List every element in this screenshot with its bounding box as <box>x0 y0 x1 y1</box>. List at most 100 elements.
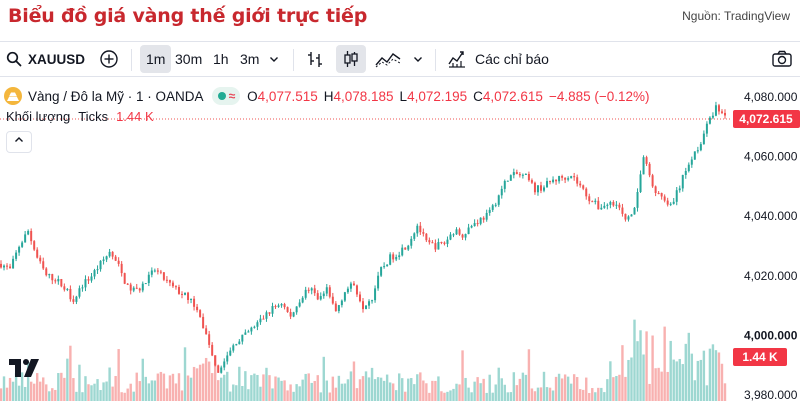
candle-body <box>476 223 479 225</box>
volume-bar <box>385 374 389 401</box>
timeframe-30m[interactable]: 30m <box>175 51 203 67</box>
volume-bar <box>506 392 509 401</box>
candle-body <box>479 217 482 224</box>
screenshot-button[interactable] <box>771 42 793 76</box>
toolbar-divider <box>131 49 132 71</box>
indicators-button[interactable]: Các chỉ báo <box>447 42 549 76</box>
candle-body <box>651 175 654 187</box>
volume-bar <box>325 380 328 401</box>
volume-bar <box>651 335 654 401</box>
candle-body <box>33 241 36 250</box>
camera-icon <box>771 49 793 69</box>
candle-body <box>564 177 567 180</box>
volume-bar <box>693 380 697 401</box>
volume-bar <box>277 377 280 401</box>
volume-bar <box>717 352 721 401</box>
volume-bar <box>388 382 392 401</box>
chart-style-menu-button[interactable] <box>412 42 424 76</box>
volume-bar <box>425 383 428 401</box>
candle-body <box>506 180 509 182</box>
candle-body <box>310 288 313 291</box>
candle-body <box>358 294 361 302</box>
candle-body <box>193 298 196 307</box>
candle-body <box>129 284 132 291</box>
volume-bar <box>174 383 178 401</box>
timeframe-menu-button[interactable] <box>268 42 280 76</box>
volume-bar <box>144 376 147 401</box>
candle-body <box>660 193 663 197</box>
candle-body <box>108 251 111 257</box>
candle-body <box>591 201 594 203</box>
candle-body <box>226 355 229 362</box>
volume-bar <box>687 332 690 401</box>
candle-body <box>488 209 491 213</box>
candle-body <box>600 207 603 210</box>
candle-body <box>250 327 253 332</box>
collapse-legend-button[interactable] <box>6 131 32 153</box>
source-credit[interactable]: Nguồn: TradingView <box>682 9 790 23</box>
candle-body <box>72 299 75 302</box>
candle-body <box>0 263 2 268</box>
volume-type: Ticks <box>78 109 109 124</box>
volume-bar <box>195 368 199 401</box>
candle-body <box>509 175 512 181</box>
volume-bar <box>443 392 446 401</box>
volume-bar <box>250 375 253 401</box>
symbol-search-button[interactable]: XAUUSD <box>6 42 85 76</box>
volume-bar <box>39 381 42 401</box>
candle-body <box>485 212 488 220</box>
volume-bar <box>0 388 3 401</box>
candle-body <box>383 266 386 268</box>
area-style-button[interactable] <box>375 42 401 76</box>
candle-body <box>588 196 591 202</box>
candle-body <box>585 188 588 197</box>
timeframe-1m[interactable]: 1m <box>140 45 172 73</box>
volume-bar <box>292 391 295 401</box>
volume-bar <box>648 383 651 401</box>
market-status-badge[interactable]: ≈ <box>211 87 241 105</box>
volume-bar <box>720 363 724 401</box>
bar-style-button[interactable] <box>305 42 325 76</box>
candle-body <box>395 257 398 260</box>
volume-bar <box>108 367 111 401</box>
volume-bar <box>42 377 45 401</box>
volume-bar <box>17 385 21 401</box>
candle-body <box>69 288 72 300</box>
volume-bar <box>533 391 537 401</box>
volume-bar <box>265 367 268 401</box>
volume-bar <box>437 376 440 401</box>
volume-bar <box>223 374 226 401</box>
candle-body <box>702 133 705 145</box>
candle-body <box>446 239 449 244</box>
tradingview-logo-icon[interactable] <box>7 356 41 380</box>
chevron-up-icon <box>13 133 25 151</box>
candle-body <box>657 192 660 194</box>
volume-bar <box>87 384 90 401</box>
volume-bar <box>180 390 184 401</box>
volume-bar <box>473 381 476 401</box>
volume-bar <box>319 392 322 401</box>
price-tick-label: 3,980.000 <box>744 388 798 401</box>
compare-symbol-button[interactable] <box>99 42 119 76</box>
instrument-name[interactable]: Vàng / Đô la Mỹ · 1 · OANDA <box>28 88 204 104</box>
candle-body <box>111 251 114 257</box>
candle-body <box>503 180 506 189</box>
volume-bar <box>307 373 310 401</box>
candle-body <box>75 296 78 302</box>
candle-body <box>407 245 410 250</box>
volume-bar <box>8 377 12 401</box>
candle-body <box>473 223 476 227</box>
volume-bar <box>566 376 570 401</box>
indicators-icon <box>447 49 467 69</box>
toolbar-divider <box>435 49 436 71</box>
timeframe-3m[interactable]: 3m <box>240 51 260 67</box>
candles-style-button[interactable] <box>336 45 366 73</box>
timeframe-1h[interactable]: 1h <box>213 51 229 67</box>
candle-body <box>458 229 461 235</box>
volume-bar <box>84 376 87 401</box>
candle-body <box>455 229 458 235</box>
volume-bar <box>114 375 117 401</box>
close-key: C <box>473 88 483 104</box>
volume-bar <box>186 375 190 401</box>
